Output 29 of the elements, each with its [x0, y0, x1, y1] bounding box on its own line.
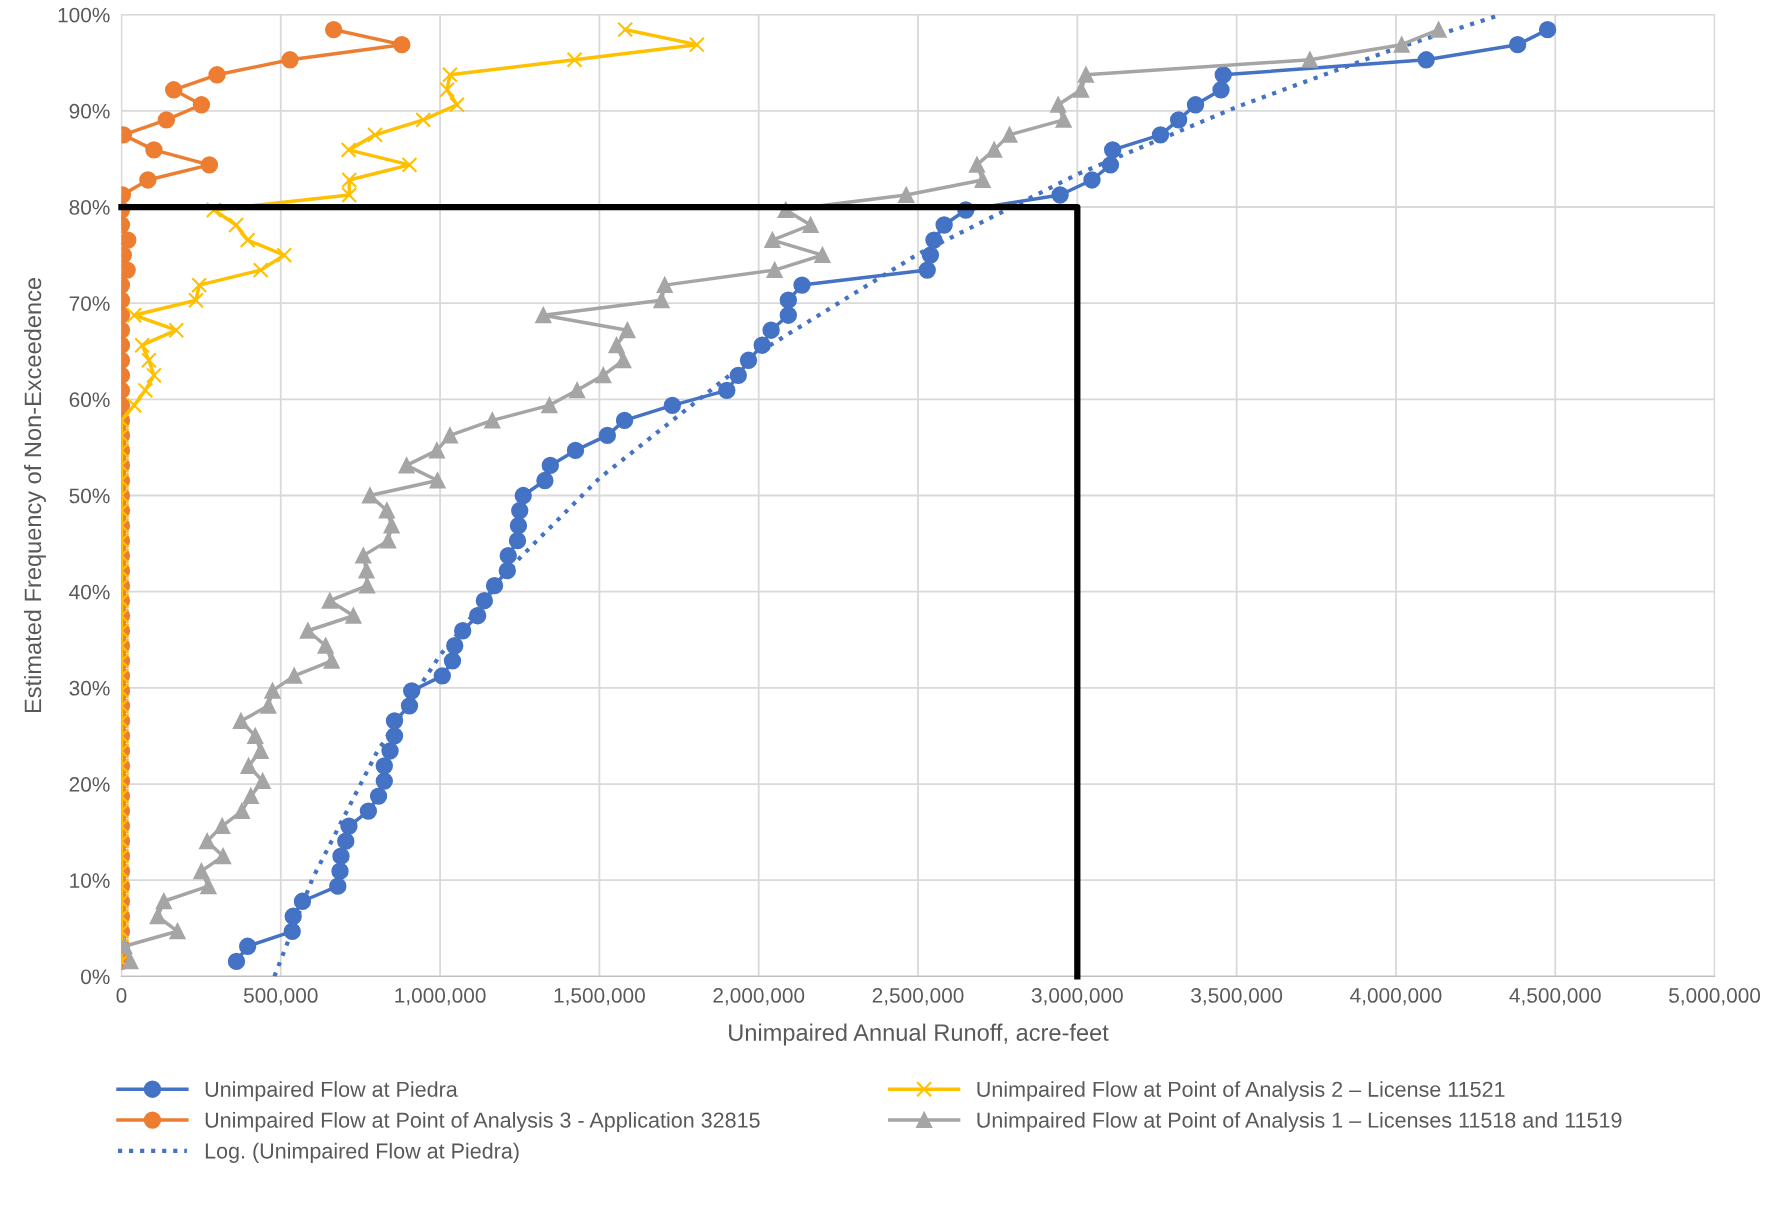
- y-tick-label: 40%: [69, 584, 110, 600]
- y-tick-label: 70%: [69, 296, 110, 311]
- legend-label: Unimpaired Flow at Point of Analysis 1 – Licenses 11518 and 11519: [977, 1111, 1622, 1133]
- x-tick-label: 1,000,000: [395, 988, 486, 1006]
- y-tick-label: 20%: [69, 777, 110, 792]
- y-tick-label: 60%: [69, 392, 110, 408]
- legend-label: Unimpaired Flow at Point of Analysis 3 - Application 32815: [205, 1111, 760, 1133]
- legend-label: Unimpaired Flow at Point of Analysis 2 – License 11521: [977, 1081, 1505, 1102]
- x-tick-label: 2,500,000: [872, 988, 964, 1006]
- y-tick-label: 0%: [81, 969, 110, 985]
- y-tick-label: 80%: [69, 200, 110, 215]
- x-axis-title: Unimpaired Annual Runoff, acre-feet: [729, 1023, 1109, 1046]
- y-tick-label: 30%: [69, 680, 110, 696]
- y-tick-label: 50%: [69, 488, 110, 504]
- legend-label: Unimpaired Flow at Piedra: [205, 1081, 458, 1102]
- x-tick-label: 4,000,000: [1350, 988, 1442, 1006]
- x-tick-label: 4,500,000: [1509, 988, 1601, 1006]
- y-tick-label: 10%: [70, 873, 110, 888]
- y-tick-label: 90%: [69, 103, 110, 119]
- x-tick-label: 5,000,000: [1669, 988, 1761, 1006]
- x-tick-label: 1,500,000: [554, 988, 645, 1006]
- x-tick-label: 3,500,000: [1191, 988, 1283, 1006]
- y-axis-title: Estimated Frequency of Non-Exceedence: [23, 278, 46, 713]
- x-tick-label: 3,000,000: [1031, 988, 1123, 1006]
- y-tick-label: 100%: [58, 7, 110, 23]
- x-tick-label: 500,000: [243, 988, 318, 1006]
- x-tick-label: 2,000,000: [713, 988, 805, 1006]
- x-tick-label: 0: [116, 988, 127, 1003]
- legend-label: Log. (Unimpaired Flow at Piedra): [205, 1142, 519, 1163]
